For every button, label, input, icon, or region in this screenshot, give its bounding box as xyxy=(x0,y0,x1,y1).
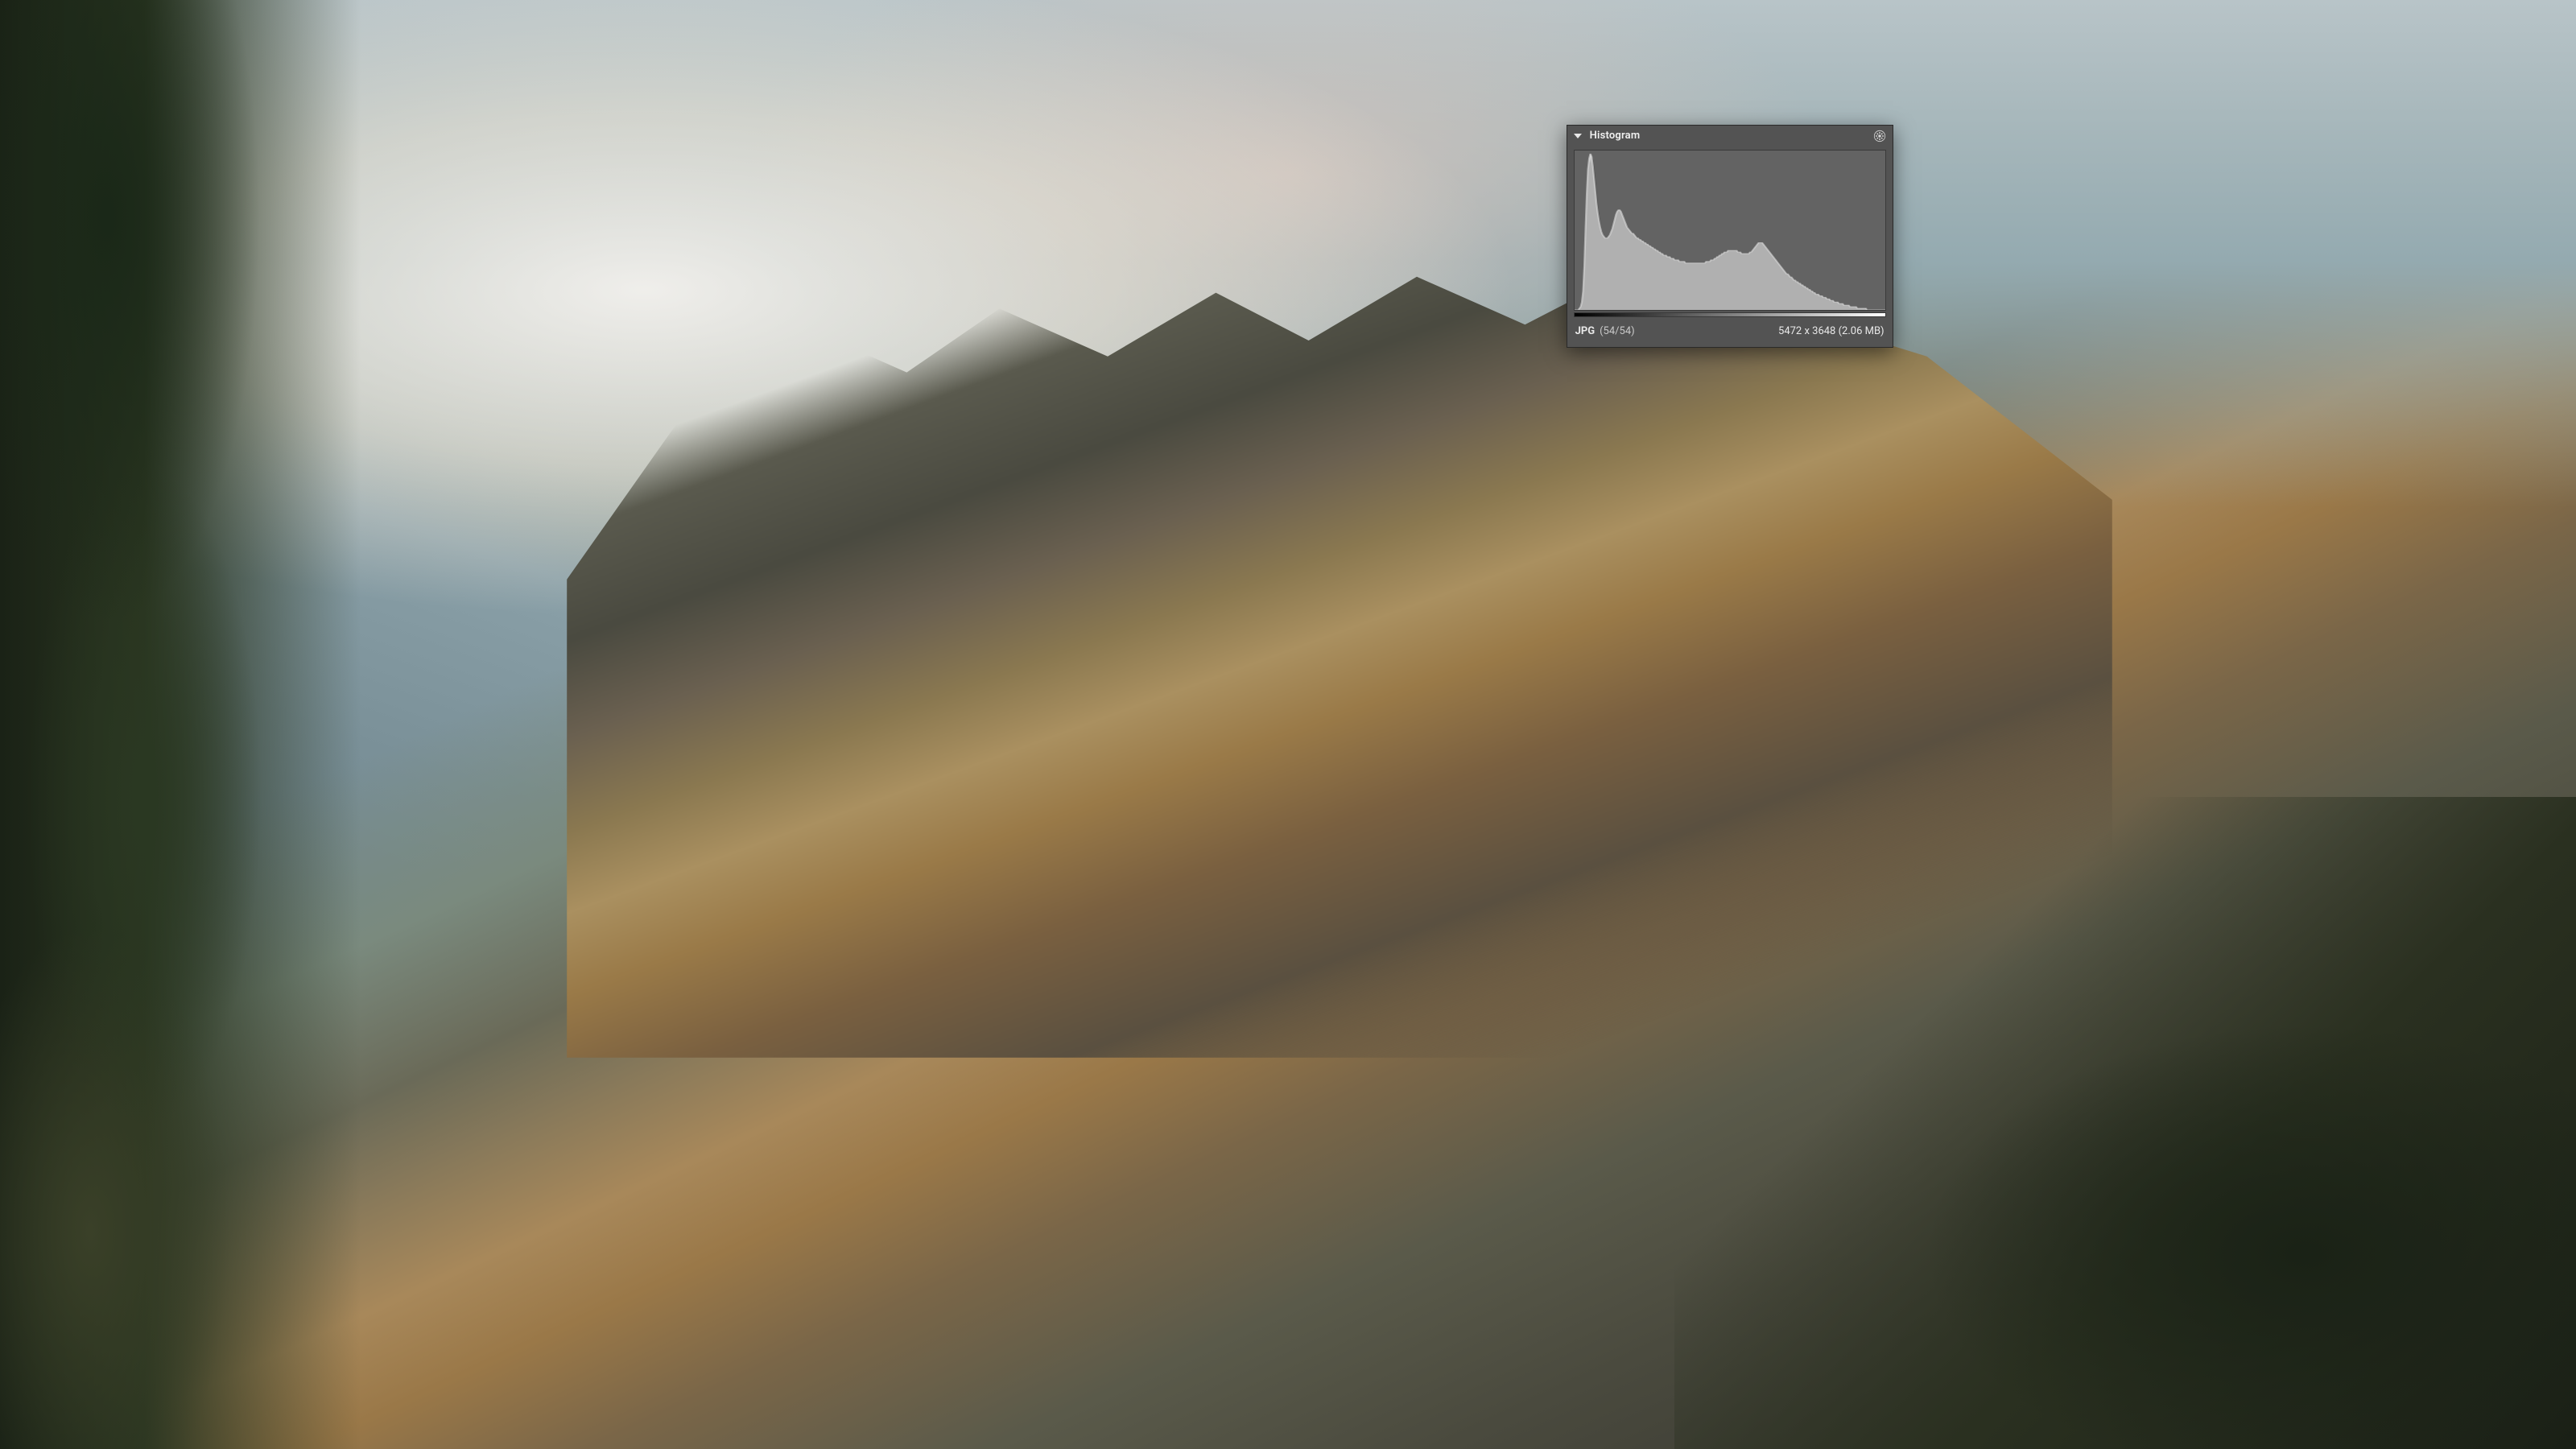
image-format: JPG xyxy=(1575,325,1596,337)
footer-left: JPG (54/54) xyxy=(1575,325,1635,337)
photo-foliage-right xyxy=(1674,797,2576,1449)
image-count: (54/54) xyxy=(1600,325,1635,337)
histogram-svg xyxy=(1575,151,1885,310)
histogram-panel[interactable]: Histogram xyxy=(1567,125,1893,348)
photo-foliage-left xyxy=(0,0,361,1449)
gear-icon[interactable] xyxy=(1873,130,1886,142)
collapse-triangle-icon[interactable] xyxy=(1574,134,1582,138)
histogram-panel-header[interactable]: Histogram xyxy=(1567,126,1893,147)
histogram-footer: JPG (54/54) 5472 x 3648 (2.06 MB) xyxy=(1567,317,1893,347)
panel-title: Histogram xyxy=(1590,130,1641,142)
image-dimensions: 5472 x 3648 (2.06 MB) xyxy=(1778,325,1885,337)
histogram-chart xyxy=(1574,150,1886,311)
